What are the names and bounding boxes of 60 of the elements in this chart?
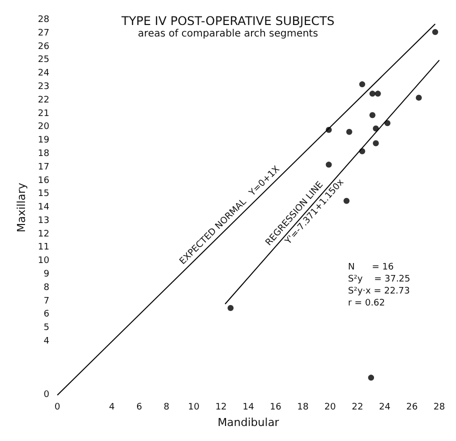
y-tick-label: 8 <box>44 282 50 293</box>
y-tick-label: 6 <box>44 310 50 320</box>
point <box>368 374 374 381</box>
point <box>416 94 422 101</box>
point <box>346 128 352 135</box>
y-tick-label: 13 <box>38 216 50 226</box>
chart-title: TYPE IV POST-OPERATIVE SUBJECTS <box>120 14 334 28</box>
x-tick-label: 24 <box>378 402 391 413</box>
y-tick-label: 21 <box>38 108 50 119</box>
x-tick-label: 6 <box>136 402 142 413</box>
point <box>372 140 379 146</box>
y-tick-label: 9 <box>44 270 50 280</box>
y-tick-label: 5 <box>44 323 50 334</box>
y-tick-label: 12 <box>38 229 50 240</box>
point <box>359 81 366 88</box>
x-tick-label: 16 <box>270 402 282 413</box>
point <box>374 90 381 97</box>
y-tick-label: 22 <box>38 95 50 106</box>
x-tick-label: 14 <box>242 402 254 413</box>
point <box>369 90 376 97</box>
point <box>326 162 332 168</box>
x-tick-label: 4 <box>109 402 116 413</box>
y-tick-label: 20 <box>38 122 50 132</box>
point <box>344 198 350 204</box>
x-tick-label: 0 <box>54 402 60 413</box>
y-tick-label: 7 <box>44 296 50 306</box>
y-tick-label: 17 <box>38 162 50 172</box>
y-tick-label: 11 <box>38 242 50 253</box>
point <box>369 112 376 118</box>
y-tick-label: 15 <box>38 189 50 200</box>
y-tick-label: 4 <box>44 336 50 347</box>
y-tick-label: 0 <box>44 390 50 400</box>
x-tick-label: 18 <box>297 402 309 413</box>
x-tick-label: 28 <box>434 402 446 413</box>
text: areas of comparable arch segments <box>138 28 318 40</box>
x-axis-title: Mandibular <box>218 416 280 429</box>
y-tick-label: 18 <box>38 148 50 159</box>
x-tick-label: 12 <box>215 402 227 413</box>
x-tick-label: 10 <box>188 402 200 413</box>
y-tick-label: 26 <box>38 42 50 52</box>
annotation: r = 0.62 <box>348 298 386 308</box>
y-axis-title: Maxillary <box>15 182 28 232</box>
y-tick-label: 16 <box>38 176 50 186</box>
annotation: S²y = 37.25 <box>348 274 410 284</box>
y-tick-label: 28 <box>38 15 50 25</box>
y-tick-label: 23 <box>38 82 50 92</box>
annotation: N = 16 <box>348 262 394 272</box>
x-tick-label: 22 <box>352 402 364 413</box>
y-tick-label: 14 <box>38 202 50 213</box>
y-tick-label: 10 <box>38 256 50 266</box>
x-tick-label: 8 <box>164 402 170 413</box>
x-tick-label: 26 <box>406 402 418 413</box>
x-tick-label: 20 <box>324 402 336 413</box>
y-tick-label: 24 <box>38 68 50 79</box>
y-tick-label: 25 <box>38 55 50 66</box>
point <box>432 29 438 36</box>
point <box>228 305 234 312</box>
y-tick-label: 19 <box>38 136 50 146</box>
annotation: S²y·x = 22.73 <box>348 286 410 296</box>
y-tick-label: 27 <box>38 28 50 38</box>
